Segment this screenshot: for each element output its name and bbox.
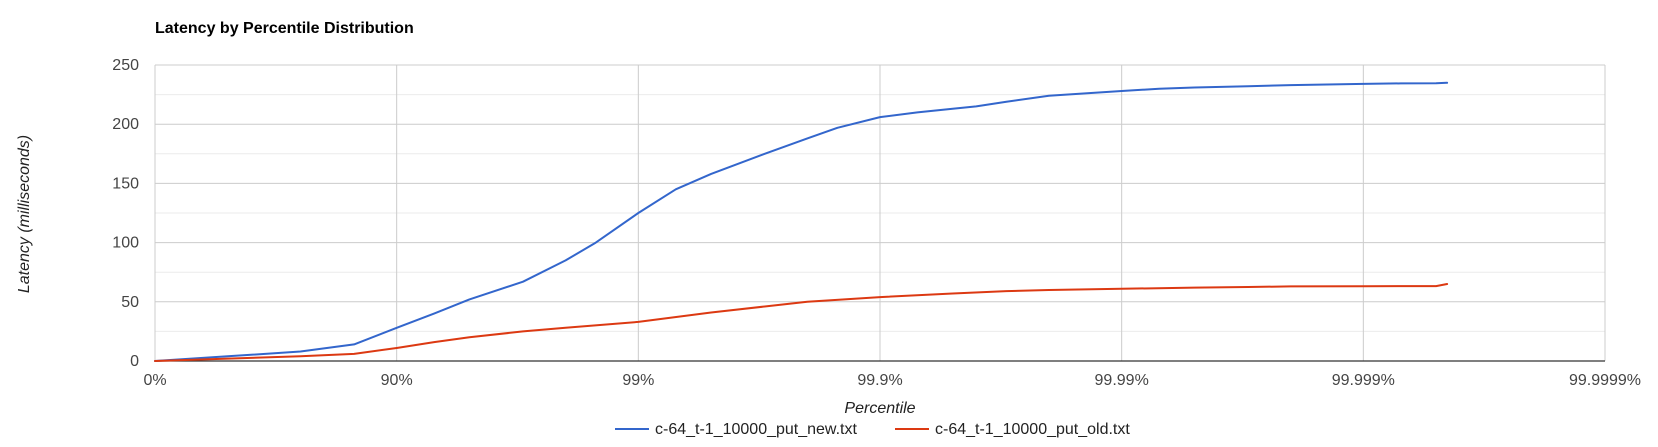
y-tick-label: 250	[112, 57, 139, 74]
series-line-1	[154, 81, 1449, 362]
x-tick-label: 99.999%	[1332, 372, 1395, 389]
x-tick-label: 99%	[622, 372, 654, 389]
x-tick-label: 90%	[381, 372, 413, 389]
y-tick-label: 150	[112, 175, 139, 192]
y-tick-label: 0	[130, 353, 139, 370]
x-axis-title: Percentile	[844, 400, 915, 417]
x-tick-label: 99.99%	[1095, 372, 1149, 389]
y-tick-label: 50	[121, 294, 139, 311]
legend: c-64_t-1_10000_put_new.txt c-64_t-1_10000…	[615, 421, 1130, 438]
y-axis-title: Latency (milliseconds)	[16, 135, 33, 293]
series-line-2	[154, 283, 1449, 362]
x-axis-ticks: 0% 90% 99% 99.9% 99.99% 99.999% 99.9999%	[143, 372, 1641, 389]
x-tick-label: 99.9%	[857, 372, 902, 389]
series-lines	[154, 81, 1449, 362]
x-tick-label: 0%	[143, 372, 166, 389]
legend-label: c-64_t-1_10000_put_old.txt	[935, 421, 1130, 438]
legend-label: c-64_t-1_10000_put_new.txt	[655, 421, 857, 438]
y-tick-label: 200	[112, 116, 139, 133]
x-tick-label: 99.9999%	[1569, 372, 1641, 389]
grid-lines	[154, 64, 1606, 362]
y-tick-label: 100	[112, 235, 139, 252]
chart-title: Latency by Percentile Distribution	[155, 20, 414, 37]
y-axis-ticks: 0 50 100 150 200 250	[112, 57, 139, 370]
